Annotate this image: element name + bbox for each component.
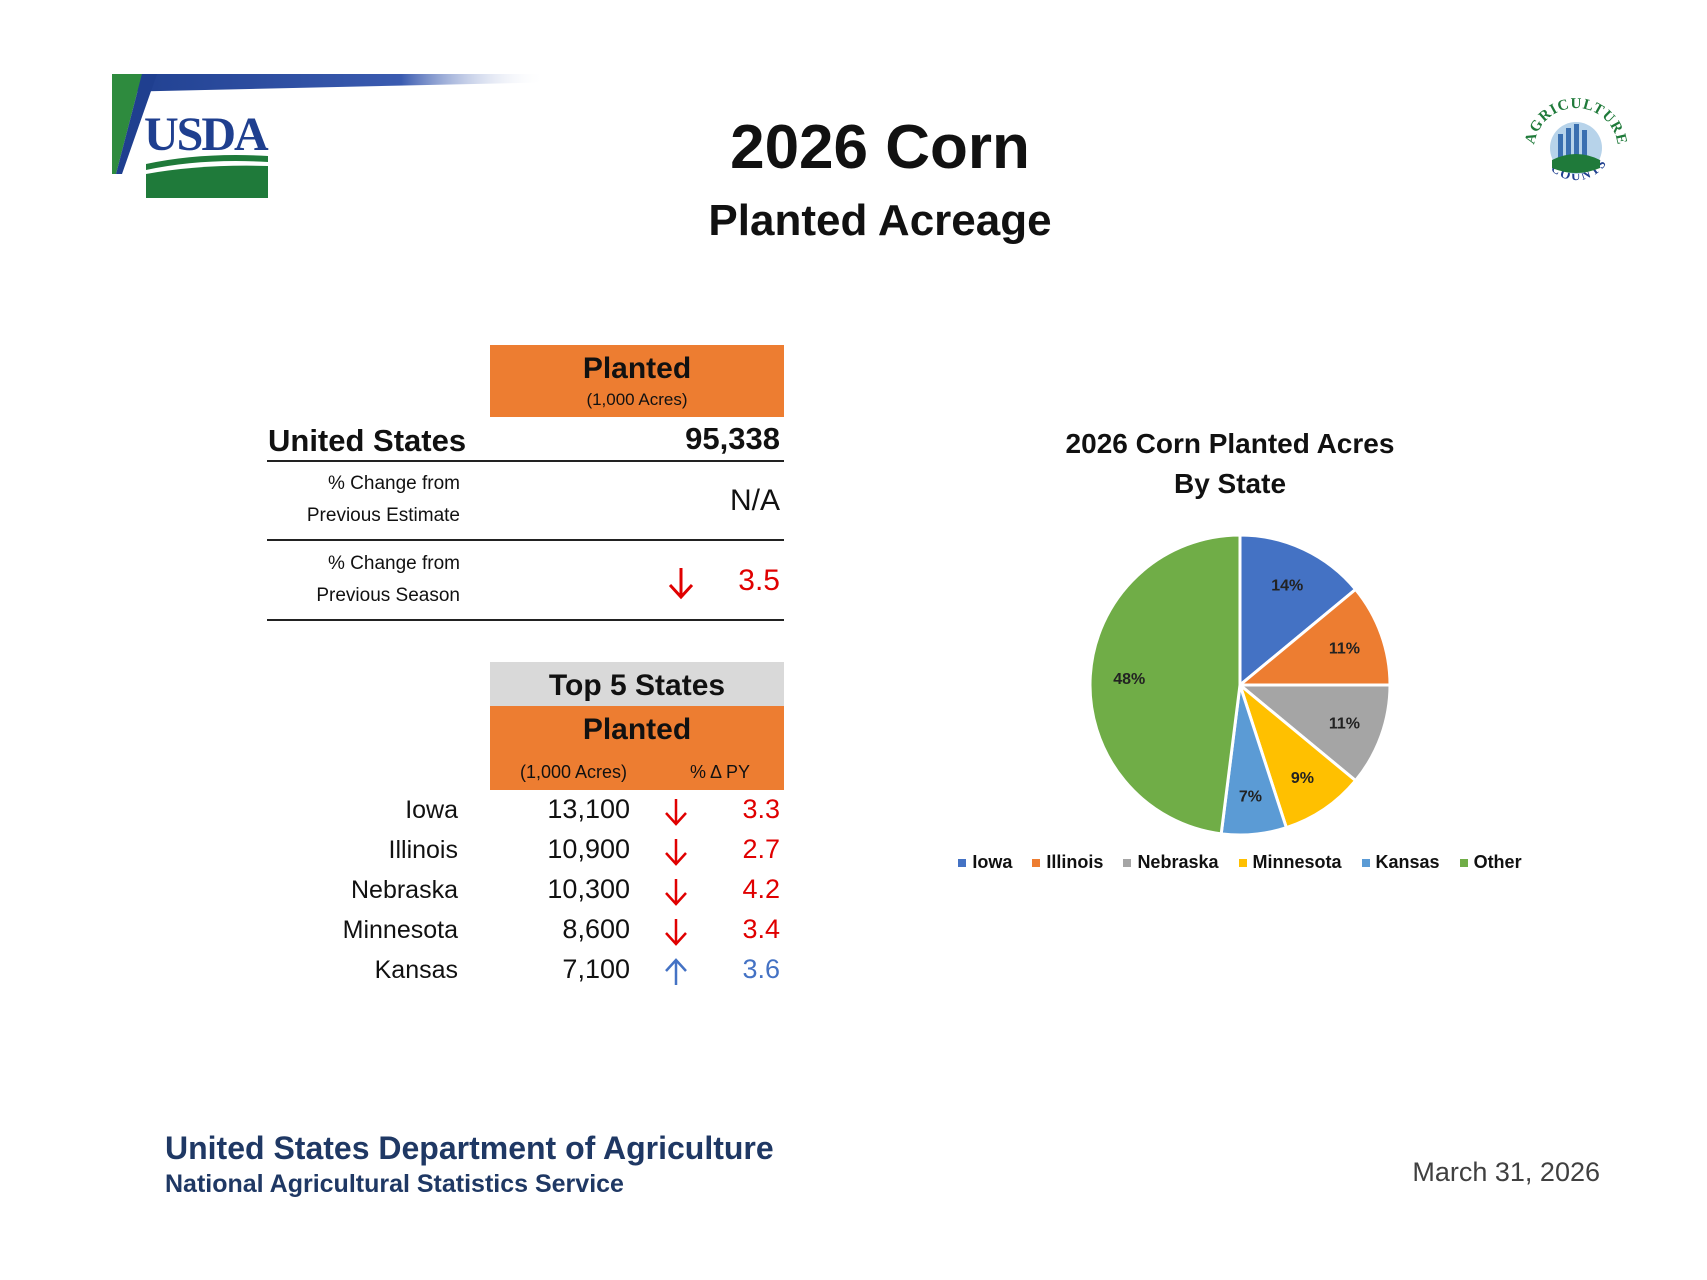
legend-swatch: [1459, 858, 1468, 867]
pie-chart-title-line1: 2026 Corn Planted Acres: [1065, 428, 1395, 459]
state-acres: 10,900: [547, 834, 630, 864]
pie-slice-nebraska: [1235, 683, 1392, 783]
divider: [267, 619, 784, 621]
change-prev-estimate-label-line2: Previous Estimate: [306, 505, 460, 526]
legend-label: Other: [1473, 852, 1522, 872]
planted-header: Planted (1,000 Acres): [490, 345, 784, 417]
pie-chart-title-line2: By State: [1173, 468, 1287, 499]
state-pct-change: 3.4: [742, 914, 780, 944]
page-subtitle: Planted Acreage: [708, 196, 1052, 245]
change-prev-season-label-line2: Previous Season: [316, 585, 460, 606]
footer-org-line-1: United States Department of Agriculture: [165, 1130, 774, 1166]
pie-data-label: 14%: [1271, 578, 1303, 595]
header-band: [113, 74, 1513, 94]
legend-label: Kansas: [1375, 852, 1440, 872]
change-prev-season-label: % Change from Previous Season: [268, 548, 460, 612]
legend-swatch: [1032, 858, 1041, 867]
pie-chart-title: 2026 Corn Planted Acres By State: [1050, 424, 1410, 504]
arrow-up-icon: [664, 957, 688, 987]
page-title: 2026 Corn: [730, 113, 1030, 182]
arrow-down-icon: [664, 797, 688, 827]
legend-swatch: [1238, 858, 1247, 867]
usda-logo: USDA: [112, 74, 272, 200]
legend-item: Kansas: [1361, 852, 1440, 873]
pie-chart: 14% 11% 11% 9% 7% 48%: [1080, 525, 1400, 845]
state-name: Illinois: [388, 836, 458, 864]
pie-slice-illinois: [1235, 587, 1392, 687]
state-acres: 8,600: [562, 914, 630, 944]
agriculture-counts-logo: AGRICULTURE COUNTS: [1520, 94, 1632, 206]
state-pct-change: 2.7: [742, 834, 780, 864]
change-prev-estimate-label: % Change from Previous Estimate: [268, 468, 460, 532]
legend-item: Nebraska: [1123, 852, 1219, 873]
state-acres: 13,100: [547, 794, 630, 824]
legend-label: Iowa: [972, 852, 1013, 872]
state-acres: 7,100: [562, 954, 630, 984]
pie-data-label: 48%: [1113, 671, 1145, 688]
arrow-down-icon: [668, 566, 694, 600]
pie-data-label: 9%: [1291, 770, 1314, 787]
state-name: Nebraska: [351, 876, 458, 904]
us-label: United States: [268, 423, 467, 458]
top5-header: Top 5 States: [490, 662, 784, 706]
top5-col-pct: % Δ PY: [690, 762, 751, 782]
arrow-down-icon: [664, 917, 688, 947]
legend-label: Minnesota: [1252, 852, 1342, 872]
change-prev-season-label-line1: % Change from: [327, 553, 460, 574]
pie-slice-iowa: [1238, 533, 1358, 689]
pie-slice-other: [1088, 533, 1242, 836]
change-prev-season-value: 3.5: [738, 564, 780, 597]
change-prev-estimate-label-line1: % Change from: [327, 473, 460, 494]
arrow-down-icon: [664, 877, 688, 907]
arrow-down-icon: [664, 837, 688, 867]
planted-header-units: (1,000 Acres): [586, 390, 688, 409]
legend-item: Other: [1459, 852, 1522, 873]
state-pct-change: 3.3: [742, 794, 780, 824]
legend-label: Illinois: [1046, 852, 1104, 872]
pie-slice-minnesota: [1236, 680, 1358, 830]
top5-planted-label: Planted: [582, 713, 692, 746]
us-value: 95,338: [685, 421, 780, 456]
svg-text:USDA: USDA: [144, 108, 269, 161]
state-name: Minnesota: [342, 916, 458, 944]
planted-header-label: Planted: [582, 352, 692, 385]
legend-item: Minnesota: [1238, 852, 1342, 873]
pie-chart-legend: Iowa Illinois Nebraska Minnesota Kansas Other: [940, 852, 1540, 873]
legend-label: Nebraska: [1137, 852, 1219, 872]
pie-data-label: 11%: [1329, 640, 1360, 657]
legend-item: Illinois: [1032, 852, 1103, 873]
top5-planted-header: Planted (1,000 Acres) % Δ PY: [490, 706, 784, 790]
state-name: Iowa: [405, 796, 458, 824]
legend-swatch: [1123, 858, 1132, 867]
state-pct-change: 3.6: [742, 954, 780, 984]
legend-swatch: [958, 858, 967, 867]
change-prev-estimate-value: N/A: [729, 484, 780, 517]
legend-swatch: [1361, 858, 1370, 867]
footer-date: March 31, 2026: [1412, 1157, 1600, 1187]
divider: [267, 460, 784, 462]
state-pct-change: 4.2: [742, 874, 780, 904]
state-acres: 10,300: [547, 874, 630, 904]
top5-col-acres: (1,000 Acres): [520, 762, 628, 782]
footer-org-line-2: National Agricultural Statistics Service: [165, 1170, 624, 1198]
divider: [267, 539, 784, 541]
legend-item: Iowa: [958, 852, 1012, 873]
pie-data-label: 7%: [1239, 789, 1262, 806]
pie-data-label: 11%: [1329, 716, 1360, 733]
state-name: Kansas: [374, 956, 458, 984]
